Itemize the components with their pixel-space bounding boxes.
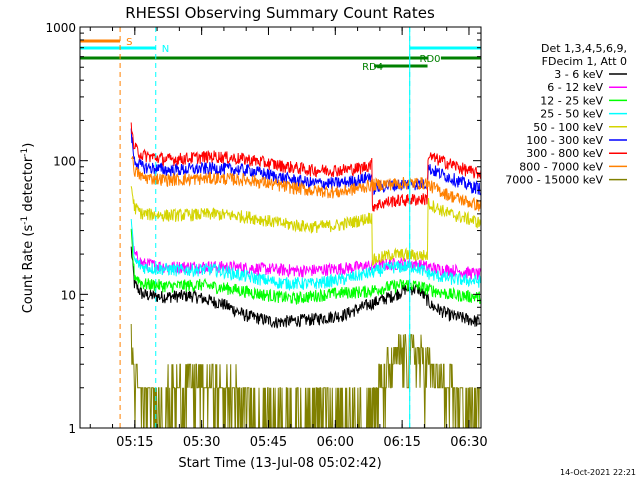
timestamp: 14-Oct-2021 22:21 xyxy=(560,468,636,477)
x-axis-label: Start Time (13-Jul-08 05:02:42) xyxy=(178,456,381,471)
plot-frame xyxy=(79,26,482,429)
y-axis-label: Count Rate (s-1 detector-1) xyxy=(20,143,36,314)
y-tick-label: 10 xyxy=(61,288,76,302)
legend-label: 3 - 6 keV xyxy=(554,68,603,81)
x-axis-ticks: 05:15 05:30 05:45 06:00 06:15 06:30 xyxy=(89,27,488,450)
series-line-4 xyxy=(130,186,482,267)
legend-label: 50 - 100 keV xyxy=(533,121,603,134)
x-tick-label: 06:15 xyxy=(383,435,420,450)
legend: Det 1,3,4,5,6,9, FDecim 1, Att 0 3 - 6 k… xyxy=(505,42,627,187)
series-line-3 xyxy=(130,218,482,292)
y-axis-label-sup2: -1 xyxy=(20,148,30,157)
series-line-7 xyxy=(131,156,482,212)
y-axis-label-main: Count Rate (s xyxy=(21,225,36,314)
legend-label: 800 - 7000 keV xyxy=(519,160,603,173)
legend-header-line-2: FDecim 1, Att 0 xyxy=(542,55,627,68)
x-tick-label: 06:30 xyxy=(450,435,487,450)
y-tick-label: 100 xyxy=(53,155,76,169)
attenuator-flag-bars: S N RD0 RD4 xyxy=(80,37,481,73)
x-tick-label: 05:15 xyxy=(116,435,153,450)
series-line-6 xyxy=(130,122,482,212)
y-axis-ticks: 1 10 100 1000 xyxy=(45,21,481,436)
flag-label: N xyxy=(162,44,169,55)
x-tick-label: 05:45 xyxy=(250,435,287,450)
x-tick-label: 05:30 xyxy=(183,435,220,450)
y-axis-label-mid: detector xyxy=(21,156,36,216)
legend-header-line-1: Det 1,3,4,5,6,9, xyxy=(541,42,627,55)
series-line-2 xyxy=(130,228,482,305)
legend-label: 300 - 800 keV xyxy=(526,147,603,160)
legend-label: 100 - 300 keV xyxy=(526,134,603,147)
legend-label: 7000 - 15000 keV xyxy=(505,174,603,187)
y-axis-label-sup: -1 xyxy=(20,216,30,225)
flag-label: S xyxy=(126,37,132,48)
legend-label: 6 - 12 keV xyxy=(547,81,603,94)
y-tick-label: 1000 xyxy=(45,21,76,35)
y-tick-label: 1 xyxy=(68,422,76,436)
flag-label: RD0 xyxy=(420,54,441,65)
series-lines xyxy=(130,122,482,429)
y-axis-label-end: ) xyxy=(21,143,36,148)
legend-label: 25 - 50 keV xyxy=(540,108,603,121)
series-line-8 xyxy=(130,323,481,429)
chart-title: RHESSI Observing Summary Count Rates xyxy=(125,4,435,22)
flag-label: RD4 xyxy=(362,62,383,73)
x-tick-label: 06:00 xyxy=(317,435,354,450)
legend-label: 12 - 25 keV xyxy=(540,94,603,107)
